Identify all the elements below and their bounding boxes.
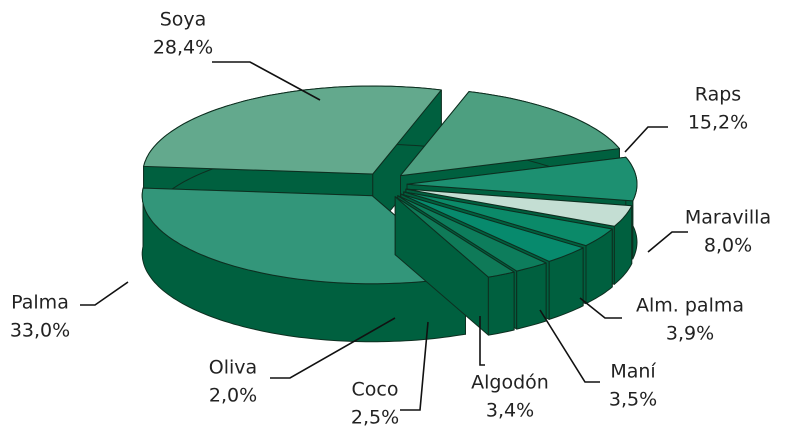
slice-label: Raps <box>695 84 741 106</box>
slice-wall <box>516 262 547 330</box>
slice-top <box>406 156 638 202</box>
leader-line <box>212 61 321 101</box>
leader-line <box>400 321 429 411</box>
slice-top <box>403 191 613 247</box>
slice-label: Palma <box>11 292 69 314</box>
slice-value-label: 2,0% <box>209 385 257 407</box>
slice-wall <box>487 271 515 336</box>
leader-line <box>647 231 688 253</box>
slice-label: Maravilla <box>685 207 771 229</box>
leader-line <box>270 317 396 379</box>
slice-top <box>397 195 547 272</box>
slice-label: Alm. palma <box>636 295 744 317</box>
slice-label: Oliva <box>209 357 257 379</box>
slice-top <box>394 196 515 278</box>
slice-label: Algodón <box>471 372 549 394</box>
leader-line <box>624 126 668 153</box>
slice-label: Coco <box>352 379 399 401</box>
slice-top <box>405 188 633 227</box>
slice-top <box>141 187 466 285</box>
slice-top <box>400 91 620 177</box>
leader-line <box>479 316 485 366</box>
slice-value-label: 3,9% <box>666 323 714 345</box>
slice-top <box>143 85 442 175</box>
slice-top <box>400 193 584 262</box>
slice <box>394 196 515 336</box>
slice-label: Maní <box>610 361 656 383</box>
slice-value-label: 28,4% <box>153 37 213 59</box>
slice-value-label: 3,5% <box>609 389 657 411</box>
slice-label: Soya <box>160 9 207 31</box>
slice-value-label: 2,5% <box>351 407 399 429</box>
slice-value-label: 33,0% <box>10 320 70 342</box>
leader-line <box>80 281 129 306</box>
slice-value-label: 8,0% <box>704 235 752 257</box>
leader-line <box>579 297 622 319</box>
slice-value-label: 3,4% <box>486 400 534 422</box>
leader-line <box>539 309 600 383</box>
slice-value-label: 15,2% <box>688 112 748 134</box>
